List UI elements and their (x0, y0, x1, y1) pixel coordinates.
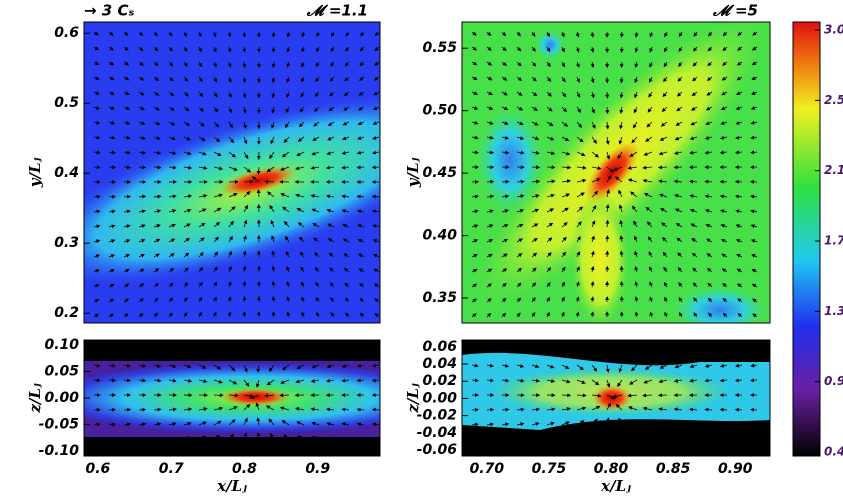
colorbar-tick-label: 0.90 (824, 374, 843, 388)
velocity-arrow (258, 449, 259, 455)
y-axis-label: y/Lⱼ (26, 157, 44, 188)
x-tick-label: 0.90 (718, 461, 753, 477)
y-tick-label: -0.04 (417, 425, 457, 441)
y-tick-label: 0.2 (54, 305, 79, 321)
x-tick-label: 0.6 (86, 461, 111, 477)
y-tick-label: 0.50 (422, 103, 457, 119)
y-tick-label: 0.00 (44, 390, 79, 406)
y-tick-label: -0.05 (39, 417, 80, 433)
colorbar-tick-label: 3.00 (824, 23, 843, 37)
velocity-arrow (373, 409, 379, 410)
velocity-arrow (258, 190, 259, 197)
density-map (40, 340, 460, 456)
velocity-arrow (244, 181, 253, 182)
y-axis-label: z/Lⱼ (404, 383, 422, 414)
colorbar (793, 22, 820, 456)
velocity-arrow (705, 181, 712, 182)
velocity-arrow (229, 395, 238, 396)
x-tick-label: 0.85 (656, 461, 691, 477)
colorbar-tick-label: 0.48 (824, 444, 843, 458)
colorbar-tick-label: 1.32 (824, 304, 843, 318)
velocity-arrow (124, 409, 130, 410)
x-axis-label: x/Lⱼ (600, 477, 631, 495)
velocity-arrow (94, 380, 100, 381)
y-tick-label: -0.06 (417, 442, 458, 458)
y-axis-label: z/Lⱼ (26, 383, 44, 414)
x-axis-label: x/Lⱼ (216, 477, 247, 495)
y-tick-label: 0.35 (422, 290, 457, 306)
velocity-arrow (607, 236, 608, 242)
velocity-arrow (720, 409, 727, 410)
y-axis-label: y/Lⱼ (404, 157, 422, 188)
y-tick-label: 0.02 (422, 373, 457, 389)
density-map (462, 340, 770, 456)
velocity-arrow (643, 395, 652, 396)
chart-title: 𝓜 =1.1 (306, 2, 368, 20)
y-tick-label: 0.40 (422, 228, 457, 244)
y-tick-label: 0.00 (422, 390, 457, 406)
velocity-arrow (124, 167, 130, 168)
y-tick-label: 0.45 (422, 165, 457, 181)
y-tick-label: 0.06 (422, 339, 457, 355)
colorbar-tick-label: 2.16 (824, 163, 843, 177)
y-tick-label: 0.05 (44, 363, 79, 379)
x-tick-label: 0.80 (594, 461, 629, 477)
velocity-arrow (621, 282, 622, 287)
density-map (440, 0, 801, 340)
y-tick-label: 0.04 (422, 356, 457, 372)
annotation: → 3 Cₛ (84, 2, 134, 20)
y-tick-label: 0.55 (422, 40, 457, 56)
y-tick-label: 0.3 (54, 235, 79, 251)
velocity-arrow (109, 196, 115, 197)
x-tick-label: 0.7 (159, 461, 184, 477)
velocity-arrow (244, 32, 245, 37)
y-tick-label: 0.4 (54, 165, 79, 181)
y-tick-label: 0.10 (44, 337, 79, 353)
y-tick-label: 0.6 (54, 25, 79, 41)
colorbar-tick-label: 1.74 (824, 234, 843, 248)
x-tick-label: 0.8 (232, 461, 257, 477)
y-tick-label: 0.5 (54, 95, 79, 111)
velocity-arrow (109, 380, 115, 381)
velocity-arrow (621, 47, 622, 52)
x-tick-label: 0.75 (532, 461, 567, 477)
chart-title: 𝓜 =5 (712, 2, 758, 20)
x-tick-label: 0.70 (470, 461, 505, 477)
x-tick-label: 0.9 (305, 461, 330, 477)
y-tick-label: -0.02 (417, 408, 457, 424)
colorbar-tick-label: 2.58 (824, 93, 843, 107)
y-tick-label: -0.10 (39, 443, 80, 459)
